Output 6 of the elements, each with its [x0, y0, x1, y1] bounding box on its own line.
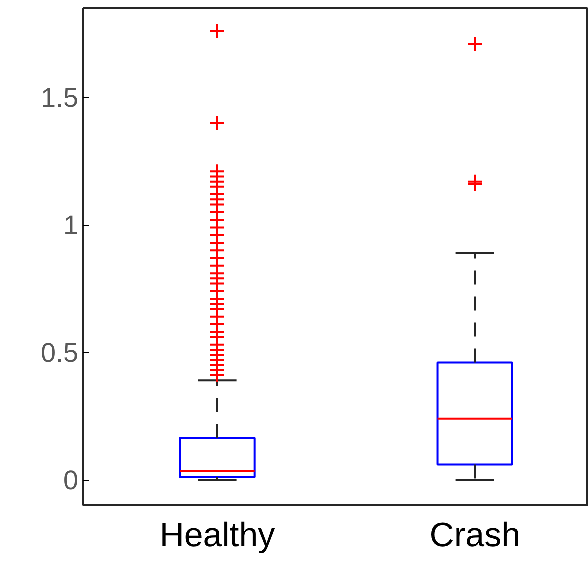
x-tick-label: Healthy: [160, 516, 276, 554]
y-tick-label: 1.5: [40, 83, 79, 114]
y-tick-label: 0.5: [40, 338, 79, 368]
y-tick-label: 0: [63, 466, 79, 496]
x-tick-label: Crash: [430, 516, 520, 554]
y-tick-label: 1: [63, 210, 79, 241]
